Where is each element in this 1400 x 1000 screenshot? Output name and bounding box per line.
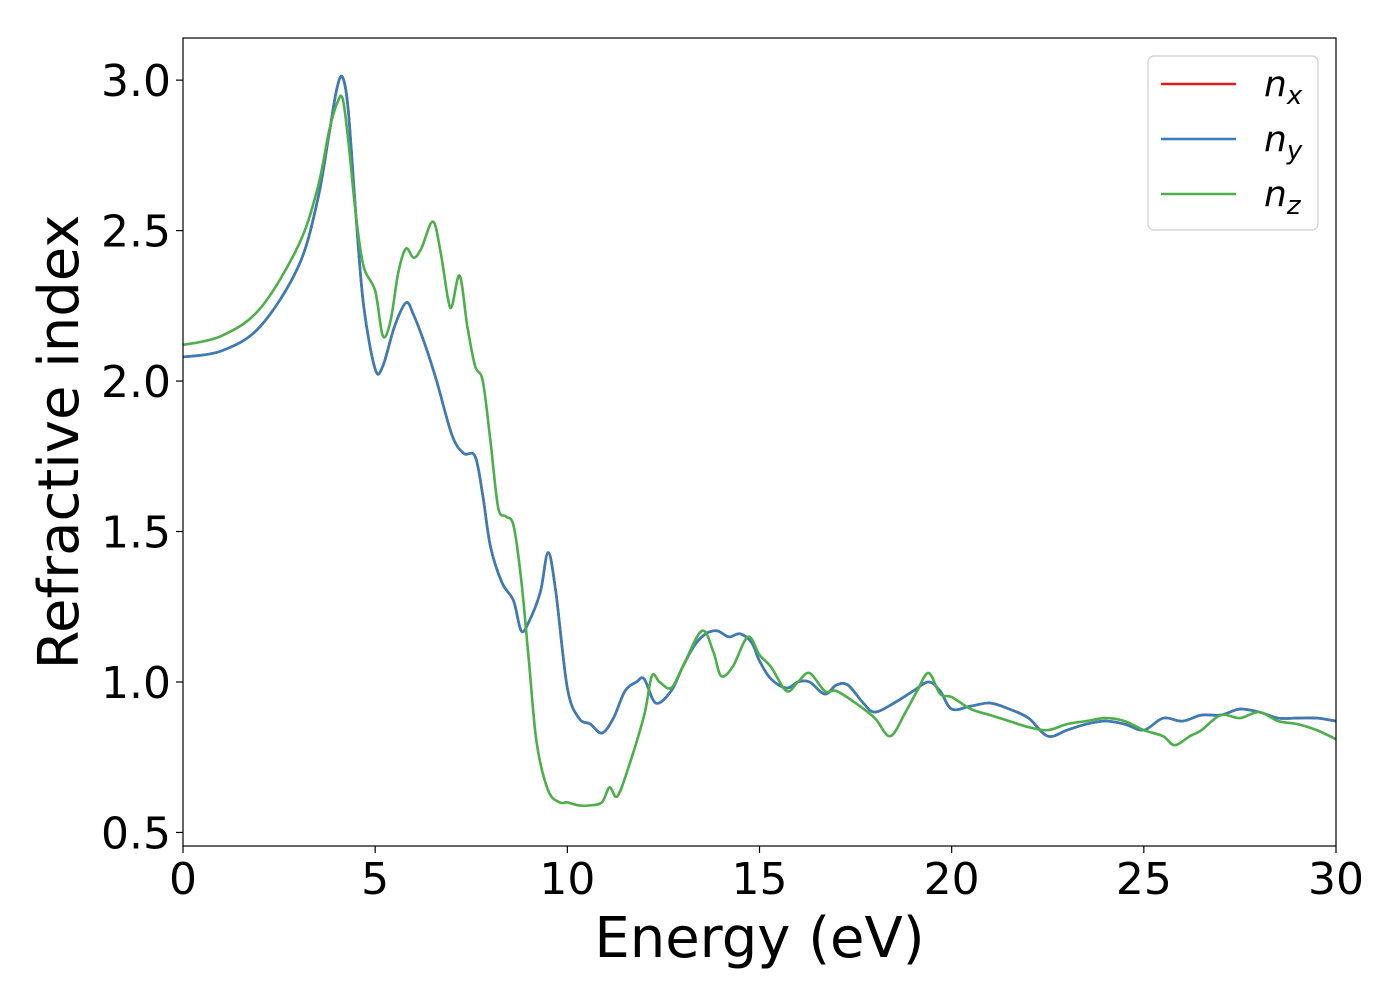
x-tick-label: 30 <box>1308 854 1364 905</box>
x-tick-label: 0 <box>169 854 197 905</box>
x-tick-label: 15 <box>732 854 788 905</box>
y-axis-label: Refractive index <box>27 215 92 670</box>
x-tick-label: 20 <box>924 854 980 905</box>
x-axis-label: Energy (eV) <box>594 906 924 971</box>
x-axis-ticks: 0 5 10 15 20 25 30 <box>169 846 1364 905</box>
y-tick-label: 0.5 <box>101 808 171 859</box>
y-tick-label: 2.5 <box>101 207 171 258</box>
series-line-z <box>182 94 1337 808</box>
legend-box <box>1147 55 1319 231</box>
y-tick-label: 1.5 <box>101 508 171 559</box>
x-tick-label: 10 <box>539 854 595 905</box>
y-tick-label: 1.0 <box>101 658 171 709</box>
x-tick-label: 5 <box>361 854 389 905</box>
x-tick-label: 25 <box>1116 854 1172 905</box>
y-tick-label: 2.0 <box>101 357 171 408</box>
y-axis-ticks: 0.5 1.0 1.5 2.0 2.5 3.0 <box>101 56 183 859</box>
series-layer <box>182 74 1337 808</box>
y-tick-label: 3.0 <box>101 56 171 107</box>
